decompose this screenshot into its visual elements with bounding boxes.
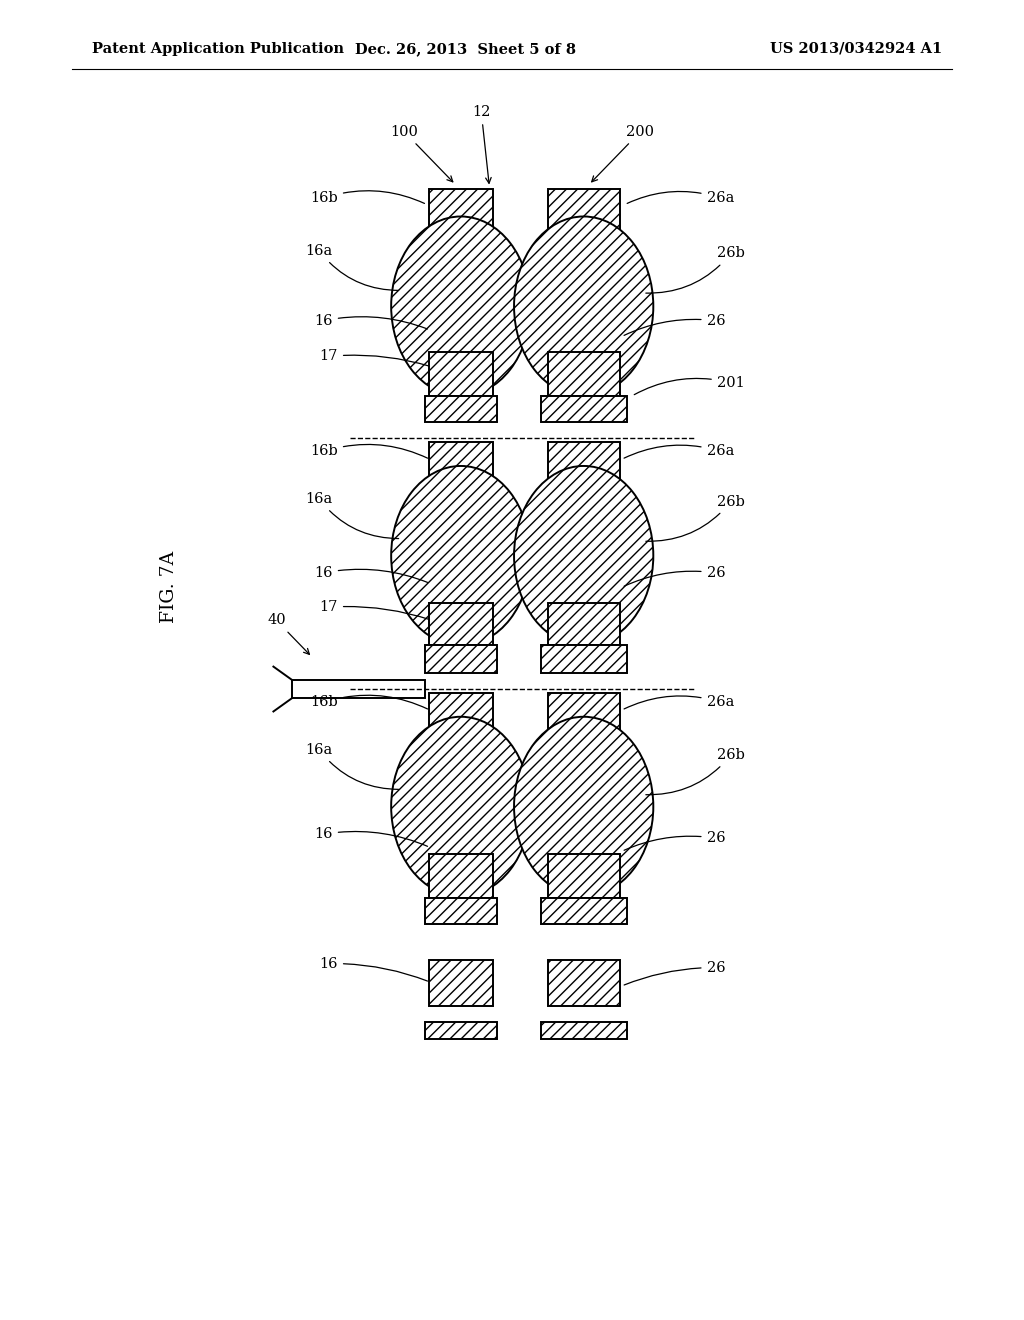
Text: 17: 17 bbox=[319, 350, 429, 366]
Bar bbox=[541, 396, 627, 422]
Text: 100: 100 bbox=[390, 125, 453, 182]
Text: 16a: 16a bbox=[305, 743, 398, 789]
Text: 26: 26 bbox=[625, 961, 725, 985]
Bar bbox=[425, 898, 497, 924]
Bar bbox=[429, 442, 493, 488]
Bar bbox=[429, 693, 493, 738]
Bar bbox=[541, 645, 627, 673]
Text: 16a: 16a bbox=[305, 244, 398, 290]
Text: 16b: 16b bbox=[310, 190, 425, 205]
Circle shape bbox=[391, 216, 530, 396]
Bar bbox=[429, 854, 493, 898]
Text: 201: 201 bbox=[634, 376, 744, 395]
Bar bbox=[548, 854, 620, 898]
Bar bbox=[548, 352, 620, 396]
Text: 26b: 26b bbox=[646, 495, 744, 541]
Text: 26: 26 bbox=[624, 566, 725, 586]
Text: 17: 17 bbox=[319, 601, 429, 619]
Text: FIG. 7A: FIG. 7A bbox=[160, 552, 178, 623]
Bar bbox=[425, 645, 497, 673]
Text: 26a: 26a bbox=[624, 445, 734, 458]
Text: 40: 40 bbox=[267, 614, 309, 655]
Text: 26b: 26b bbox=[646, 748, 744, 795]
Text: Patent Application Publication: Patent Application Publication bbox=[92, 42, 344, 55]
Text: 16b: 16b bbox=[310, 445, 428, 458]
Bar bbox=[548, 603, 620, 645]
Bar bbox=[425, 396, 497, 422]
Circle shape bbox=[514, 717, 653, 896]
Bar bbox=[429, 960, 493, 1006]
Bar bbox=[548, 960, 620, 1006]
Text: 16b: 16b bbox=[310, 696, 428, 709]
Text: 26: 26 bbox=[624, 314, 725, 335]
Bar bbox=[425, 1022, 497, 1039]
Text: 12: 12 bbox=[472, 106, 492, 183]
Text: 26a: 26a bbox=[624, 696, 734, 709]
Bar bbox=[541, 898, 627, 924]
Text: 16: 16 bbox=[314, 566, 427, 582]
Bar bbox=[541, 1022, 627, 1039]
Circle shape bbox=[514, 216, 653, 396]
Bar bbox=[429, 189, 493, 236]
Text: 16: 16 bbox=[314, 828, 428, 846]
Text: 26a: 26a bbox=[627, 191, 734, 205]
Text: 16a: 16a bbox=[305, 492, 398, 539]
Text: 200: 200 bbox=[592, 125, 654, 182]
Bar bbox=[548, 189, 620, 236]
Bar bbox=[429, 603, 493, 645]
Circle shape bbox=[391, 717, 530, 896]
Bar bbox=[292, 680, 425, 698]
Bar bbox=[429, 352, 493, 396]
Text: 26: 26 bbox=[624, 832, 725, 850]
Text: US 2013/0342924 A1: US 2013/0342924 A1 bbox=[770, 42, 942, 55]
Text: 16: 16 bbox=[319, 957, 427, 981]
Bar bbox=[548, 442, 620, 488]
Text: Dec. 26, 2013  Sheet 5 of 8: Dec. 26, 2013 Sheet 5 of 8 bbox=[355, 42, 577, 55]
Text: 26b: 26b bbox=[646, 247, 744, 293]
Text: 16: 16 bbox=[314, 314, 427, 329]
Circle shape bbox=[514, 466, 653, 645]
Bar bbox=[548, 693, 620, 738]
Circle shape bbox=[391, 466, 530, 645]
